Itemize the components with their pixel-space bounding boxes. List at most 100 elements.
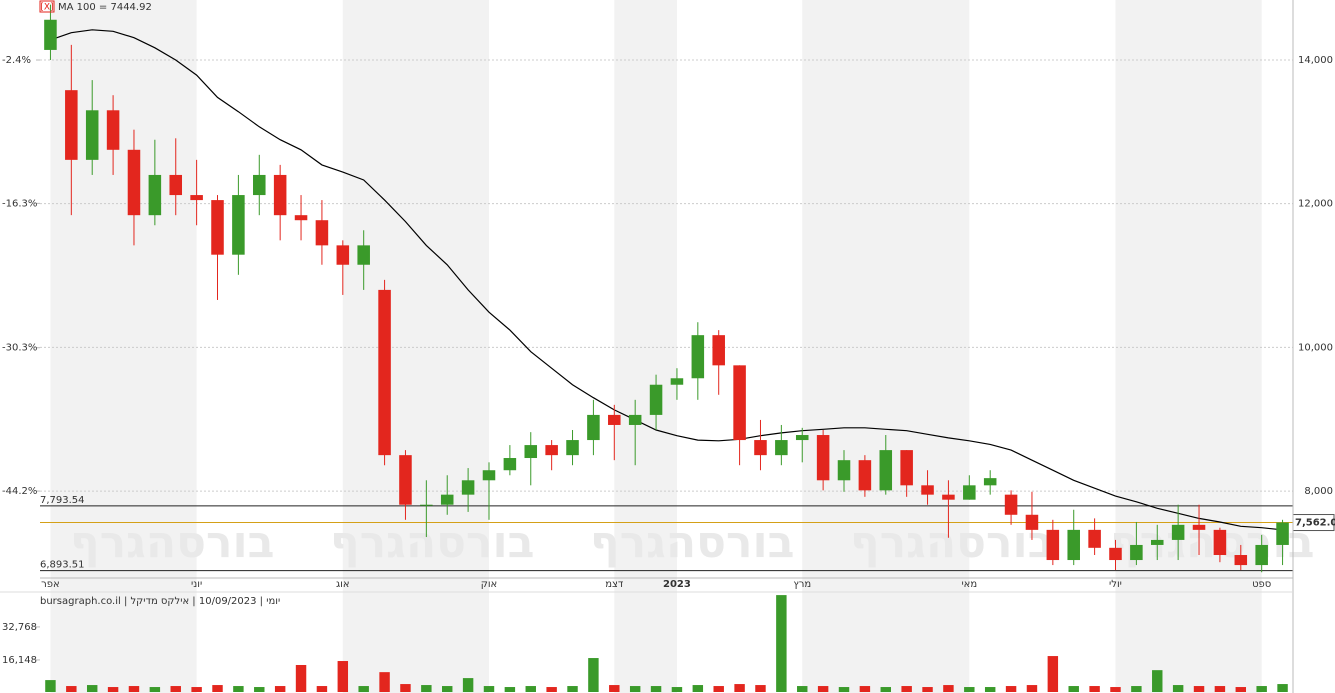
volume-bar: [692, 685, 704, 692]
candle-body: [1067, 529, 1080, 561]
candle-body: [232, 195, 245, 255]
volume-bar: [212, 685, 223, 692]
volume-bar: [1005, 686, 1017, 692]
candle-body: [1213, 529, 1227, 556]
x-tick-label: 2023: [663, 579, 691, 590]
candle-body: [440, 494, 454, 505]
volume-bar: [86, 685, 98, 692]
candle-body: [1171, 524, 1185, 540]
x-tick-label: יולי: [1109, 579, 1122, 590]
candle-body: [1150, 539, 1164, 545]
x-tick-label: יוני: [191, 579, 202, 590]
candle-body: [754, 440, 767, 456]
candle-body: [921, 485, 934, 495]
volume-bar: [1256, 686, 1267, 692]
volume-bar: [337, 661, 349, 692]
volume-bar: [1131, 686, 1142, 692]
candle-body: [524, 445, 538, 459]
candle-body: [211, 200, 224, 255]
volume-bar: [838, 687, 850, 692]
candle-body: [1276, 522, 1289, 545]
candle-body: [253, 174, 266, 196]
volume-bar: [1047, 656, 1059, 692]
volume-bar: [45, 680, 56, 692]
x-tick-label: ספט: [1252, 579, 1271, 590]
x-tick-label: אוק: [481, 579, 498, 590]
candle-body: [503, 458, 517, 471]
y-tick-label: 12,000: [1298, 199, 1333, 210]
volume-bar: [233, 686, 244, 692]
candle-body: [127, 149, 141, 216]
volume-bar: [504, 687, 516, 692]
volume-tick-label: 16,148: [2, 655, 37, 666]
candle-body: [1130, 544, 1143, 561]
candle-body: [1088, 529, 1101, 548]
candle-body: [566, 440, 579, 456]
volume-bar: [650, 686, 662, 692]
candle-body: [858, 460, 872, 491]
volume-bar: [755, 685, 766, 692]
candle-body: [963, 485, 976, 500]
volume-bar: [107, 687, 119, 692]
candle-body: [1255, 544, 1268, 566]
volume-bar: [1172, 685, 1184, 692]
candle-body: [190, 195, 203, 201]
volume-bar: [295, 664, 307, 692]
month-band: [342, 0, 489, 693]
candle-body: [837, 460, 851, 481]
volume-bar: [170, 686, 181, 692]
candle-body: [1234, 555, 1248, 566]
watermark: בורסהגרף: [330, 517, 534, 568]
x-tick-label: דצמ: [605, 579, 624, 590]
volume-bar: [400, 684, 411, 692]
y-tick-label: 10,000: [1298, 342, 1333, 353]
candle-body: [461, 480, 475, 495]
candle-body: [795, 435, 809, 441]
month-band: [1115, 0, 1262, 693]
volume-bar: [713, 686, 724, 692]
volume-bar: [797, 686, 808, 692]
candle-body: [420, 504, 433, 506]
volume-bar: [379, 672, 390, 692]
last-price-label: 7,562.00: [1295, 518, 1335, 529]
y2-tick-label: -2.4%: [2, 55, 31, 66]
candle-body: [1192, 524, 1206, 530]
watermark: בורסהגרף: [850, 517, 1054, 568]
candle-body: [273, 174, 287, 216]
volume-bar: [66, 686, 77, 692]
volume-bar: [546, 687, 557, 692]
volume-bar: [1193, 686, 1205, 692]
candle-body: [1004, 494, 1018, 515]
watermark: בורסהגרף: [590, 517, 794, 568]
candle-body: [44, 19, 57, 50]
candle-body: [545, 445, 558, 456]
candle-body: [336, 245, 350, 265]
level-label: 6,893.51: [40, 560, 85, 571]
candle-body: [482, 470, 496, 481]
candle-body: [148, 174, 162, 216]
candle-body: [942, 494, 955, 500]
candle-body: [315, 220, 329, 246]
y-tick-label: 8,000: [1304, 486, 1333, 497]
volume-bar: [609, 685, 620, 692]
candle-body: [357, 245, 370, 265]
ma-label: MA 100 = 7444.92: [58, 2, 152, 13]
volume-bar: [1214, 686, 1226, 692]
candle-body: [733, 365, 746, 441]
volume-bar: [483, 686, 495, 692]
candle-body: [649, 384, 663, 415]
volume-bar: [734, 684, 745, 692]
x-tick-label: אפר: [41, 579, 60, 590]
candle-body: [399, 455, 412, 505]
volume-bar: [442, 686, 453, 692]
candle-body: [628, 414, 642, 425]
volume-bar: [588, 658, 599, 692]
volume-bar: [776, 595, 787, 692]
volume-bar: [149, 687, 161, 692]
close-marker: [X]: [40, 3, 53, 13]
volume-bar: [191, 687, 202, 692]
candle-body: [65, 90, 78, 160]
volume-bar: [817, 686, 829, 692]
volume-bar: [274, 686, 286, 692]
